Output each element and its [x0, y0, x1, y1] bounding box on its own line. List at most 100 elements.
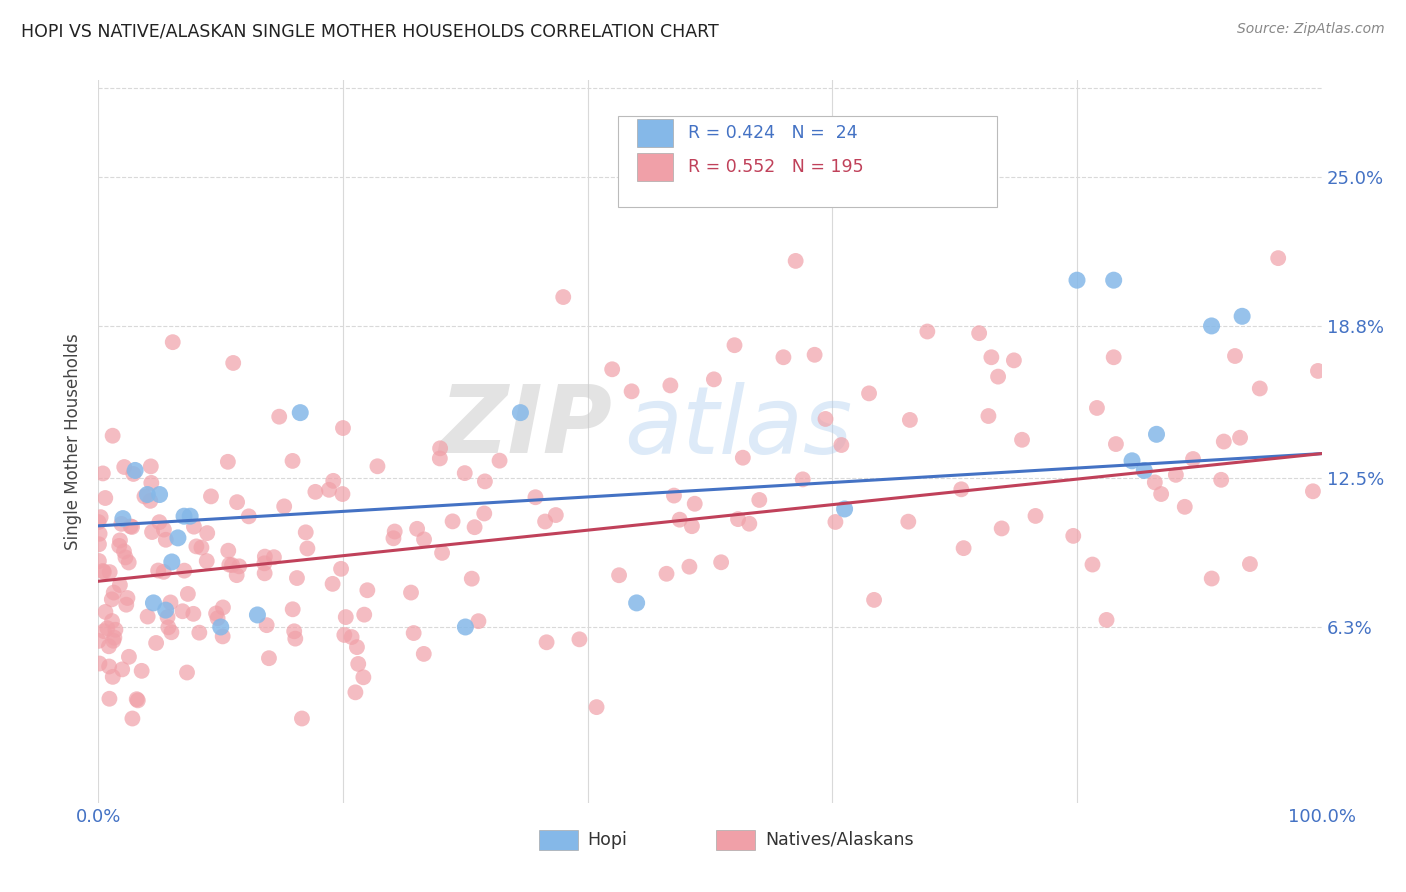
- Point: [1121, 454, 1143, 468]
- Text: Source: ZipAtlas.com: Source: ZipAtlas.com: [1237, 22, 1385, 37]
- Point: [173, 564, 195, 578]
- Point: [98, 565, 121, 579]
- Point: [678, 559, 700, 574]
- Point: [384, 524, 406, 539]
- Point: [97, 640, 120, 654]
- Point: [108, 578, 131, 592]
- Point: [1024, 508, 1046, 523]
- Point: [112, 460, 135, 475]
- Bar: [637, 153, 673, 181]
- Point: [211, 629, 233, 643]
- Point: [131, 664, 153, 678]
- Point: [803, 348, 825, 362]
- Point: [318, 483, 340, 497]
- Point: [124, 463, 146, 477]
- Point: [111, 662, 134, 676]
- Point: [183, 519, 205, 533]
- Point: [429, 451, 451, 466]
- Point: [335, 610, 357, 624]
- Point: [149, 487, 172, 501]
- Point: [134, 490, 156, 504]
- Point: [153, 523, 176, 537]
- Point: [600, 362, 623, 376]
- Point: [524, 490, 547, 504]
- Point: [139, 459, 162, 474]
- Point: [101, 670, 124, 684]
- Point: [87, 554, 110, 568]
- Point: [1102, 350, 1125, 364]
- Point: [294, 525, 316, 540]
- Point: [122, 467, 145, 481]
- Point: [509, 406, 531, 420]
- Point: [406, 522, 429, 536]
- Point: [792, 472, 814, 486]
- Point: [544, 508, 567, 522]
- Point: [188, 625, 211, 640]
- Point: [217, 455, 239, 469]
- Point: [1081, 558, 1104, 572]
- Point: [366, 459, 388, 474]
- Point: [98, 691, 121, 706]
- Point: [152, 565, 174, 579]
- Point: [284, 632, 307, 646]
- Point: [1212, 434, 1234, 449]
- Point: [710, 555, 733, 569]
- Point: [1002, 353, 1025, 368]
- Point: [120, 519, 142, 533]
- Point: [1182, 452, 1205, 467]
- Point: [1143, 475, 1166, 490]
- Point: [1211, 473, 1233, 487]
- Point: [1011, 433, 1033, 447]
- Point: [824, 515, 846, 529]
- Point: [98, 659, 121, 673]
- Point: [356, 583, 378, 598]
- Point: [950, 483, 973, 497]
- Point: [1302, 484, 1324, 499]
- Point: [159, 595, 181, 609]
- Point: [200, 489, 222, 503]
- Point: [183, 607, 205, 621]
- Point: [322, 474, 344, 488]
- Point: [382, 531, 405, 545]
- Point: [160, 555, 183, 569]
- Text: HOPI VS NATIVE/ALASKAN SINGLE MOTHER HOUSEHOLDS CORRELATION CHART: HOPI VS NATIVE/ALASKAN SINGLE MOTHER HOU…: [21, 22, 718, 40]
- Point: [176, 665, 198, 680]
- Point: [536, 635, 558, 649]
- Text: R = 0.424   N =  24: R = 0.424 N = 24: [688, 124, 858, 142]
- Point: [111, 511, 134, 525]
- Point: [141, 524, 163, 539]
- Point: [1201, 318, 1223, 333]
- Point: [115, 598, 138, 612]
- Point: [1229, 431, 1251, 445]
- Point: [155, 603, 177, 617]
- Point: [353, 607, 375, 622]
- Point: [87, 515, 110, 529]
- Point: [281, 602, 304, 616]
- Point: [110, 516, 132, 531]
- Point: [1105, 437, 1128, 451]
- Point: [155, 533, 177, 547]
- Point: [472, 507, 495, 521]
- Point: [221, 558, 243, 572]
- Point: [441, 515, 464, 529]
- Point: [1062, 529, 1084, 543]
- FancyBboxPatch shape: [619, 117, 997, 207]
- Point: [429, 442, 451, 456]
- Point: [659, 378, 682, 392]
- Point: [172, 604, 194, 618]
- Point: [412, 647, 434, 661]
- Point: [731, 450, 754, 465]
- Point: [863, 593, 886, 607]
- Point: [668, 513, 690, 527]
- Point: [103, 585, 125, 599]
- Point: [127, 693, 149, 707]
- Point: [222, 356, 245, 370]
- Point: [461, 572, 484, 586]
- Point: [228, 559, 250, 574]
- Point: [1102, 273, 1125, 287]
- Point: [253, 557, 276, 571]
- Text: ZIP: ZIP: [439, 381, 612, 473]
- Point: [897, 515, 920, 529]
- Point: [212, 600, 235, 615]
- Point: [217, 543, 239, 558]
